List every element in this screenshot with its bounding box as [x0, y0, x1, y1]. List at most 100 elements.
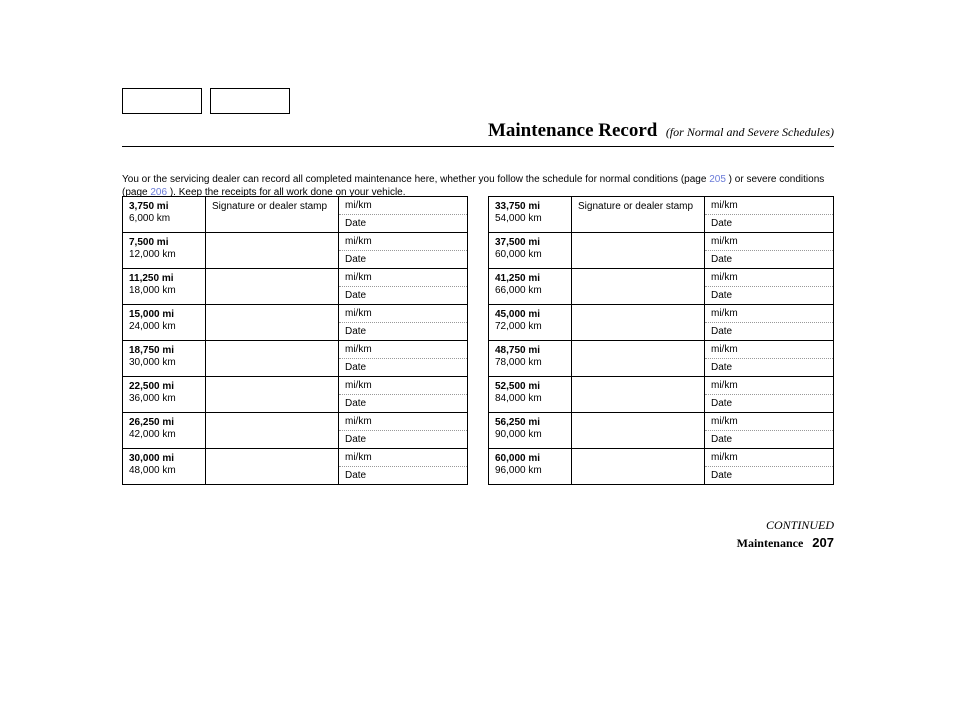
- mikm-label: mi/km: [705, 449, 833, 467]
- mileage-mi: 11,250 mi: [129, 273, 199, 285]
- mileage-km: 42,000 km: [129, 429, 199, 441]
- mileage-km: 12,000 km: [129, 249, 199, 261]
- mikm-label: mi/km: [705, 269, 833, 287]
- title-main: Maintenance Record: [488, 120, 657, 141]
- stamp-cell: Signature or dealer stamp: [572, 197, 705, 232]
- table-row: 48,750 mi78,000 km mi/kmDate: [489, 340, 833, 376]
- mileage-cell: 56,250 mi90,000 km: [489, 413, 572, 448]
- footer-section: Maintenance 207: [737, 535, 834, 551]
- mikm-label: mi/km: [339, 233, 467, 251]
- mikm-date-cell: mi/kmDate: [705, 377, 833, 412]
- mikm-date-cell: mi/kmDate: [705, 269, 833, 304]
- table-row: 52,500 mi84,000 kmmi/kmDate: [489, 376, 833, 412]
- mileage-km: 66,000 km: [495, 285, 565, 297]
- stamp-cell: [206, 233, 339, 268]
- mileage-mi: 48,750 mi: [495, 345, 565, 357]
- continued-label: CONTINUED: [737, 518, 834, 533]
- mileage-cell: 48,750 mi78,000 km: [489, 341, 572, 376]
- mileage-mi: 45,000 mi: [495, 309, 565, 321]
- table-row: 33,750 mi54,000 kmSignature or dealer st…: [489, 197, 833, 232]
- stamp-cell: [206, 413, 339, 448]
- mikm-label: mi/km: [339, 449, 467, 467]
- mileage-mi: 3,750 mi: [129, 201, 199, 213]
- mileage-mi: 15,000 mi: [129, 309, 199, 321]
- mileage-cell: 15,000 mi24,000 km: [123, 305, 206, 340]
- stamp-cell: [206, 449, 339, 484]
- date-label: Date: [339, 287, 467, 304]
- date-label: Date: [705, 395, 833, 412]
- date-label: Date: [705, 431, 833, 448]
- mileage-cell: 37,500 mi60,000 km: [489, 233, 572, 268]
- maintenance-tables: 3,750 mi6,000 km Signature or dealer stam…: [122, 196, 834, 485]
- page-footer: CONTINUED Maintenance 207: [737, 518, 834, 551]
- maintenance-table-right: 33,750 mi54,000 kmSignature or dealer st…: [488, 196, 834, 485]
- date-label: Date: [705, 323, 833, 340]
- mileage-km: 78,000 km: [495, 357, 565, 369]
- mileage-km: 30,000 km: [129, 357, 199, 369]
- page-link[interactable]: 205: [709, 174, 726, 185]
- mileage-cell: 30,000 mi48,000 km: [123, 449, 206, 484]
- nav-boxes: [122, 88, 290, 114]
- mikm-label: mi/km: [705, 305, 833, 323]
- mileage-km: 18,000 km: [129, 285, 199, 297]
- date-label: Date: [339, 359, 467, 376]
- stamp-cell: [572, 449, 705, 484]
- stamp-cell: [572, 269, 705, 304]
- mileage-cell: 22,500 mi36,000 km: [123, 377, 206, 412]
- date-label: Date: [339, 431, 467, 448]
- mikm-label: mi/km: [705, 377, 833, 395]
- nav-box[interactable]: [122, 88, 202, 114]
- mileage-km: 48,000 km: [129, 465, 199, 477]
- stamp-cell: [572, 233, 705, 268]
- table-row: 22,500 mi36,000 kmmi/kmDate: [123, 376, 467, 412]
- mikm-label: mi/km: [705, 233, 833, 251]
- stamp-cell: [206, 269, 339, 304]
- mileage-cell: 60,000 mi96,000 km: [489, 449, 572, 484]
- date-label: Date: [705, 359, 833, 376]
- table-row: 30,000 mi48,000 km mi/kmDate: [123, 448, 467, 484]
- mikm-date-cell: mi/kmDate: [339, 449, 467, 484]
- date-label: Date: [339, 467, 467, 484]
- mikm-date-cell: mi/kmDate: [705, 413, 833, 448]
- mileage-km: 6,000 km: [129, 213, 199, 225]
- mikm-date-cell: mi/kmDate: [705, 341, 833, 376]
- mikm-date-cell: mi/kmDate: [339, 341, 467, 376]
- mikm-label: mi/km: [339, 305, 467, 323]
- mikm-label: mi/km: [339, 413, 467, 431]
- mileage-km: 96,000 km: [495, 465, 565, 477]
- mileage-cell: 11,250 mi18,000 km: [123, 269, 206, 304]
- date-label: Date: [339, 323, 467, 340]
- mileage-cell: 33,750 mi54,000 km: [489, 197, 572, 232]
- mikm-label: mi/km: [339, 197, 467, 215]
- title-sub: (for Normal and Severe Schedules): [666, 125, 834, 139]
- table-row: 37,500 mi60,000 km mi/kmDate: [489, 232, 833, 268]
- mikm-date-cell: mi/kmDate: [705, 305, 833, 340]
- mikm-label: mi/km: [339, 377, 467, 395]
- table-row: 18,750 mi30,000 km mi/kmDate: [123, 340, 467, 376]
- stamp-cell: [572, 377, 705, 412]
- mileage-mi: 52,500 mi: [495, 381, 565, 393]
- mileage-mi: 37,500 mi: [495, 237, 565, 249]
- mileage-km: 60,000 km: [495, 249, 565, 261]
- date-label: Date: [705, 251, 833, 268]
- mileage-cell: 18,750 mi30,000 km: [123, 341, 206, 376]
- nav-box[interactable]: [210, 88, 290, 114]
- mikm-date-cell: mi/kmDate: [705, 197, 833, 232]
- mileage-mi: 22,500 mi: [129, 381, 199, 393]
- table-row: 56,250 mi90,000 km mi/kmDate: [489, 412, 833, 448]
- mileage-km: 24,000 km: [129, 321, 199, 333]
- table-row: 45,000 mi72,000 kmmi/kmDate: [489, 304, 833, 340]
- table-row: 3,750 mi6,000 kmSignature or dealer stam…: [123, 197, 467, 232]
- mileage-km: 36,000 km: [129, 393, 199, 405]
- mileage-km: 54,000 km: [495, 213, 565, 225]
- stamp-cell: [572, 341, 705, 376]
- mileage-cell: 7,500 mi12,000 km: [123, 233, 206, 268]
- stamp-cell: [206, 341, 339, 376]
- table-row: 60,000 mi96,000 kmmi/kmDate: [489, 448, 833, 484]
- mikm-date-cell: mi/kmDate: [339, 305, 467, 340]
- mileage-cell: 41,250 mi66,000 km: [489, 269, 572, 304]
- mileage-mi: 41,250 mi: [495, 273, 565, 285]
- intro-prefix: You or the servicing dealer can record a…: [122, 174, 709, 185]
- mileage-km: 90,000 km: [495, 429, 565, 441]
- footer-label-text: Maintenance: [737, 536, 804, 550]
